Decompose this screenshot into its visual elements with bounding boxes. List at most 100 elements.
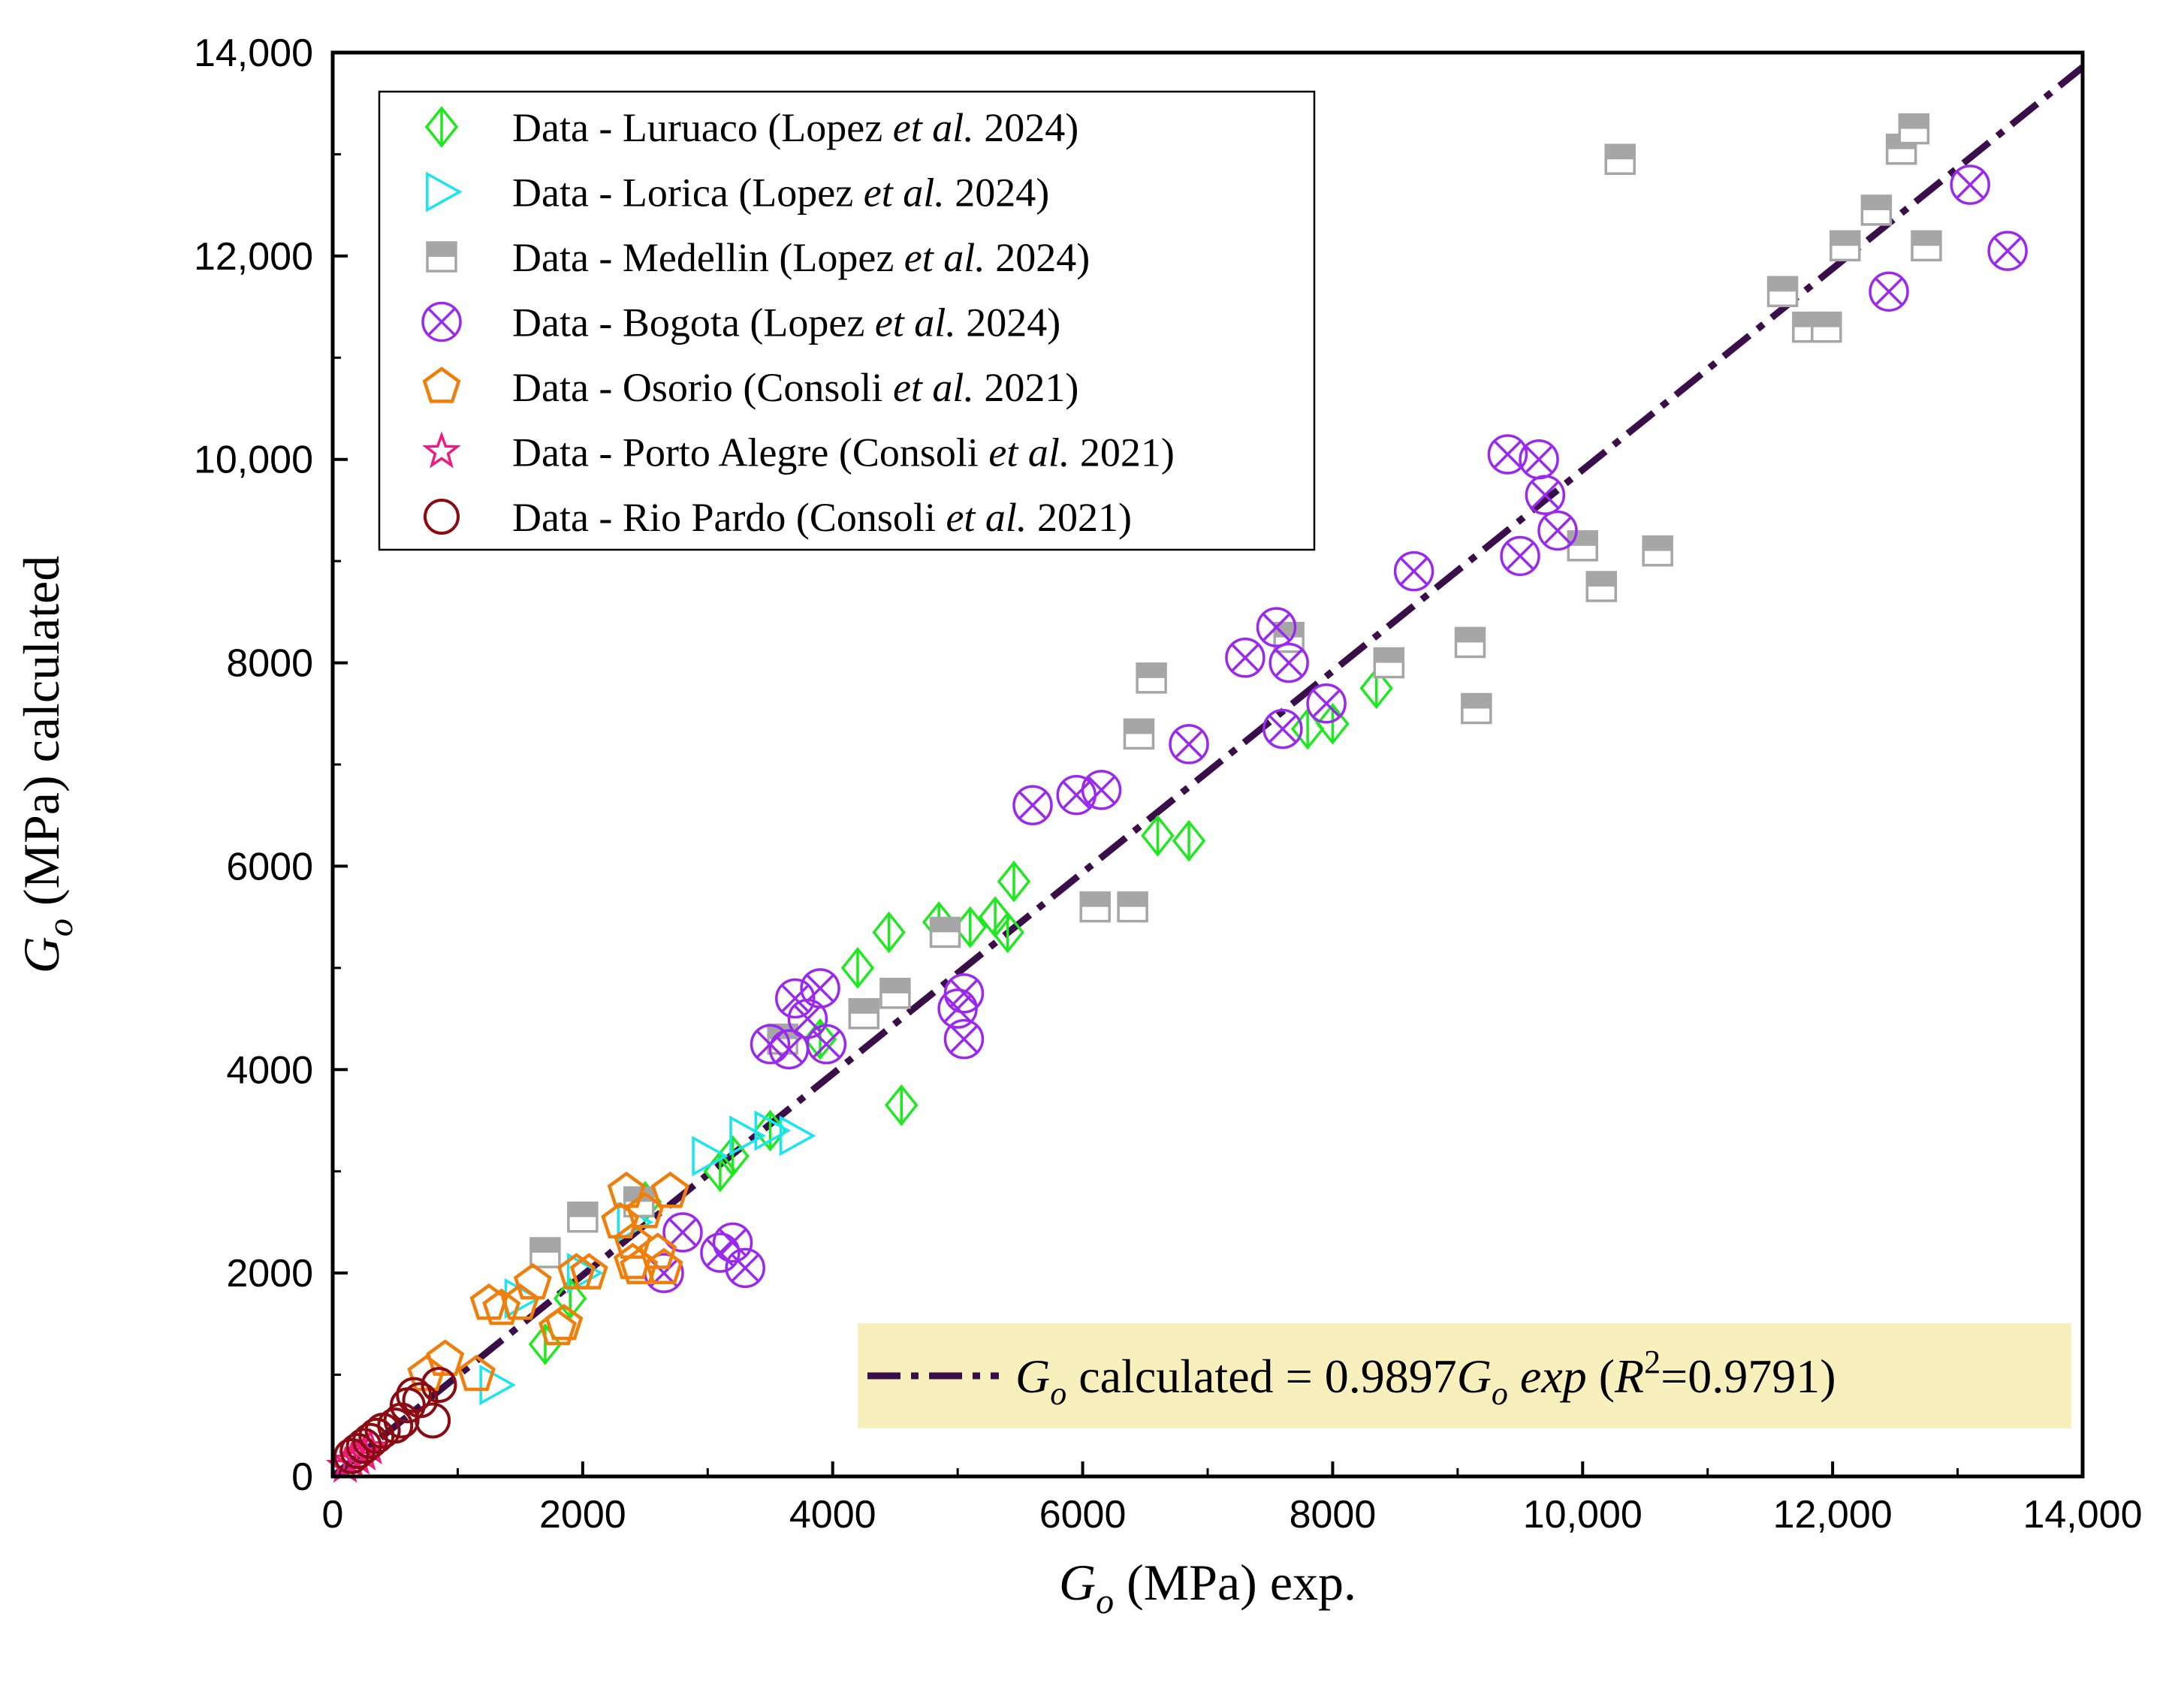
data-point <box>421 1367 457 1404</box>
data-point <box>1642 535 1673 567</box>
data-point <box>426 1339 465 1376</box>
data-point <box>1567 530 1599 562</box>
series-bogota <box>644 164 2028 1293</box>
y-tick-label: 2000 <box>226 1252 313 1295</box>
y-tick-label: 8000 <box>226 642 313 686</box>
data-point <box>943 973 985 1014</box>
legend: Data - Luruaco (Lopez et al. 2024) Data -… <box>378 90 1316 551</box>
legend-label: Data - Porto Alegre (Consoli et al. 2021… <box>512 430 1175 475</box>
fit-sub2: o <box>1492 1375 1508 1412</box>
data-point <box>943 1018 985 1060</box>
x-tick-label: 4000 <box>789 1493 876 1537</box>
data-point <box>457 1354 496 1392</box>
data-point <box>1500 535 1540 577</box>
data-point <box>806 1024 847 1065</box>
data-point <box>997 860 1031 903</box>
data-point <box>638 1232 677 1269</box>
fit-var2: G <box>1457 1350 1492 1403</box>
fit-r: R <box>1614 1350 1644 1403</box>
data-point <box>1393 550 1434 592</box>
data-point <box>662 1212 703 1253</box>
fit-mid: calculated = 0.9897 <box>1066 1350 1456 1403</box>
series-medellin <box>529 113 1942 1268</box>
data-point <box>1830 230 1861 262</box>
fit-highlight-box <box>858 1323 2071 1428</box>
data-point <box>1081 770 1122 810</box>
series-osorio <box>407 1172 689 1392</box>
y-title-text: (MPa) calculated <box>13 556 70 918</box>
data-point <box>729 1115 766 1157</box>
legend-entry: Data - Lorica (Lopez et al. 2024) <box>426 170 1049 216</box>
data-point <box>344 1434 384 1471</box>
x-title-text: (MPa) exp. <box>1114 1554 1356 1611</box>
legend-entry: Data - Medellin (Lopez et al. 2024) <box>426 235 1090 280</box>
x-tick-label: 10,000 <box>1523 1493 1643 1537</box>
x-tick-label: 12,000 <box>1773 1493 1893 1537</box>
fit-sup: 2 <box>1644 1344 1661 1380</box>
data-point <box>725 1247 765 1289</box>
data-point <box>1461 692 1492 725</box>
data-point <box>1172 819 1206 862</box>
data-point <box>848 998 880 1030</box>
data-point <box>1869 271 1909 312</box>
data-point <box>754 1110 792 1151</box>
data-point <box>482 1288 521 1326</box>
fit-exp: exp <box>1508 1350 1587 1403</box>
data-point <box>929 916 961 949</box>
data-point <box>1898 113 1930 145</box>
data-point <box>1987 231 2028 271</box>
legend-marker <box>421 301 462 342</box>
legend-marker <box>422 366 461 403</box>
data-point <box>1225 638 1265 678</box>
data-point <box>800 968 840 1009</box>
data-point <box>712 1222 753 1263</box>
data-point <box>775 978 816 1019</box>
legend-label: Data - Osorio (Consoli et al. 2021) <box>512 365 1078 410</box>
data-point <box>501 1283 540 1320</box>
legend-entry: Data - Luruaco (Lopez et al. 2024) <box>424 105 1078 150</box>
legend-label: Data - Medellin (Lopez et al. 2024) <box>512 235 1090 280</box>
plot-frame <box>330 50 2085 1479</box>
y-tick-label: 0 <box>291 1455 313 1499</box>
data-point <box>650 1172 689 1208</box>
data-point <box>1950 164 1990 205</box>
x-title-var: G <box>1059 1554 1096 1611</box>
data-point <box>692 1135 729 1177</box>
fit-var: G <box>1015 1350 1050 1403</box>
data-point <box>567 1201 599 1233</box>
data-point <box>1537 510 1578 551</box>
data-point <box>991 911 1024 954</box>
x-title-sub: o <box>1096 1582 1114 1621</box>
data-point <box>1811 311 1842 343</box>
data-point <box>415 1402 451 1439</box>
y-tick-label: 14,000 <box>194 32 313 75</box>
data-point <box>601 1202 640 1239</box>
legend-frame <box>378 90 1316 551</box>
y-title-sub: o <box>41 918 80 936</box>
data-point <box>1766 276 1799 308</box>
legend-entry: Data - Porto Alegre (Consoli et al. 2021… <box>422 430 1175 475</box>
data-point <box>377 1407 414 1444</box>
data-point <box>1012 785 1053 825</box>
data-point <box>1454 626 1486 659</box>
x-tick-label: 2000 <box>539 1493 626 1537</box>
x-tick-label: 6000 <box>1039 1493 1127 1537</box>
data-point <box>1256 607 1297 647</box>
fit-open: ( <box>1587 1350 1615 1403</box>
fit-equation: Go calculated = 0.9897Go exp (R2=0.9791) <box>1015 1344 1836 1412</box>
data-point <box>1860 195 1893 226</box>
data-point <box>1306 683 1347 724</box>
legend-entry: Data - Bogota (Lopez et al. 2024) <box>421 300 1060 345</box>
data-point <box>1525 475 1566 515</box>
data-point <box>613 1222 652 1259</box>
data-point <box>1141 814 1175 857</box>
legend-marker <box>426 241 457 273</box>
axes: 0 2000 4000 6000 8000 10,000 12,000 14,000 0 2000… <box>194 32 2143 1537</box>
data-point <box>569 1253 608 1289</box>
data-point <box>840 947 875 989</box>
data-point <box>351 1427 390 1465</box>
y-tick-label: 10,000 <box>194 439 313 482</box>
y-tick-label: 12,000 <box>194 235 313 279</box>
data-point <box>1373 647 1405 679</box>
